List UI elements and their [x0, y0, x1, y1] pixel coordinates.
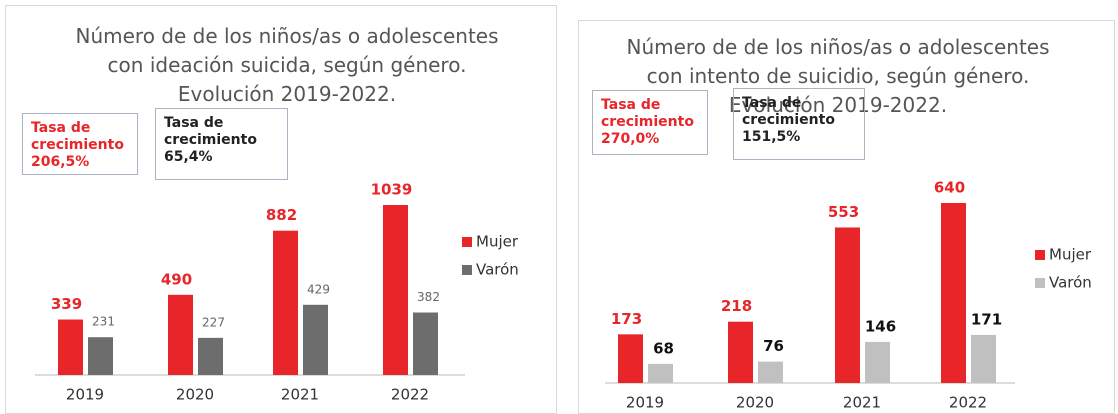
bar [941, 203, 966, 383]
legend-swatch [462, 237, 472, 247]
bar [198, 337, 223, 375]
annotation-box: Tasa de crecimiento 151,5% [733, 88, 865, 160]
chart-title: Número de de los niños/as o adolescentes… [626, 35, 1050, 117]
x-tick-label: 2019 [626, 394, 664, 412]
data-label: 382 [417, 290, 440, 304]
legend-label: Varón [476, 261, 519, 279]
data-label: 1039 [371, 181, 413, 199]
x-tick-label: 2021 [281, 386, 319, 404]
chart-title: Número de de los niños/as o adolescentes… [75, 24, 499, 106]
bar [413, 312, 438, 375]
x-tick-label: 2022 [391, 386, 429, 404]
data-label: 640 [934, 179, 965, 197]
legend-label: Mujer [1049, 246, 1092, 264]
bar [971, 334, 996, 383]
annotation-text: Tasa de crecimiento 206,5% [31, 120, 124, 170]
bar [728, 321, 753, 383]
x-tick-label: 2019 [66, 386, 104, 404]
data-label: 68 [653, 339, 674, 357]
bar [168, 294, 193, 375]
bar [273, 230, 298, 375]
bar [835, 227, 860, 383]
annotation-box: Tasa de crecimiento 270,0% [592, 90, 708, 155]
bar [758, 361, 783, 383]
bar [383, 205, 408, 375]
annotation-box: Tasa de crecimiento 65,4% [155, 108, 288, 180]
data-label: 429 [307, 282, 330, 296]
legend-swatch [1035, 250, 1045, 260]
x-tick-label: 2020 [736, 394, 774, 412]
bar [58, 319, 83, 375]
data-label: 76 [763, 337, 784, 355]
data-label: 490 [161, 270, 192, 288]
annotation-box: Tasa de crecimiento 206,5% [22, 113, 138, 175]
annotation-text: Tasa de crecimiento 151,5% [742, 95, 835, 145]
bar [303, 304, 328, 375]
legend-label: Varón [1049, 274, 1092, 292]
data-label: 173 [611, 310, 642, 328]
data-label: 231 [92, 315, 115, 329]
x-tick-label: 2021 [843, 394, 881, 412]
data-label: 218 [721, 297, 752, 315]
legend-swatch [462, 265, 472, 275]
legend-swatch [1035, 278, 1045, 288]
data-label: 339 [51, 295, 82, 313]
data-label: 553 [828, 203, 859, 221]
bar [618, 334, 643, 383]
data-label: 882 [266, 206, 297, 224]
data-label: 146 [865, 317, 896, 335]
bar [865, 341, 890, 383]
annotation-text: Tasa de crecimiento 65,4% [164, 115, 257, 165]
bar [648, 363, 673, 383]
annotation-text: Tasa de crecimiento 270,0% [601, 97, 694, 147]
data-label: 171 [971, 310, 1002, 328]
legend-label: Mujer [476, 233, 519, 251]
data-label: 227 [202, 315, 225, 329]
x-tick-label: 2020 [176, 386, 214, 404]
x-tick-label: 2022 [949, 394, 987, 412]
bar [88, 337, 113, 375]
